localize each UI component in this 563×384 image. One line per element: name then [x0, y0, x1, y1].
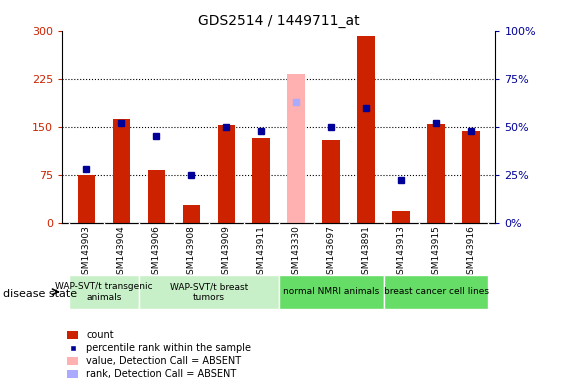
Bar [182, 205, 200, 223]
Bar [392, 211, 410, 223]
Bar [323, 139, 340, 223]
Bar [462, 131, 480, 223]
Title: GDS2514 / 1449711_at: GDS2514 / 1449711_at [198, 14, 360, 28]
Text: GSM143909: GSM143909 [222, 225, 231, 280]
Text: GSM143906: GSM143906 [152, 225, 161, 280]
Bar [148, 170, 165, 223]
Text: GSM143916: GSM143916 [467, 225, 476, 280]
Bar [383, 275, 489, 309]
Text: GSM143915: GSM143915 [431, 225, 440, 280]
Bar [217, 126, 235, 223]
Text: WAP-SVT/t transgenic
animals: WAP-SVT/t transgenic animals [55, 282, 153, 301]
Bar [78, 175, 95, 223]
Text: GSM143891: GSM143891 [361, 225, 370, 280]
Bar [252, 138, 270, 223]
Bar [279, 275, 383, 309]
Bar [358, 36, 375, 223]
Text: breast cancer cell lines: breast cancer cell lines [383, 287, 489, 296]
Text: GSM143904: GSM143904 [117, 225, 126, 280]
Text: GSM143911: GSM143911 [257, 225, 266, 280]
Text: GSM143913: GSM143913 [396, 225, 405, 280]
Text: disease state: disease state [3, 289, 77, 299]
Text: GSM143330: GSM143330 [292, 225, 301, 280]
Text: GSM143903: GSM143903 [82, 225, 91, 280]
Text: GSM143908: GSM143908 [187, 225, 196, 280]
Bar [427, 124, 445, 223]
Bar [139, 275, 279, 309]
Bar [288, 74, 305, 223]
Bar [113, 119, 130, 223]
Text: WAP-SVT/t breast
tumors: WAP-SVT/t breast tumors [169, 282, 248, 301]
Text: normal NMRI animals: normal NMRI animals [283, 287, 379, 296]
Text: GSM143697: GSM143697 [327, 225, 336, 280]
Bar [69, 275, 139, 309]
Legend: count, percentile rank within the sample, value, Detection Call = ABSENT, rank, : count, percentile rank within the sample… [67, 330, 251, 379]
